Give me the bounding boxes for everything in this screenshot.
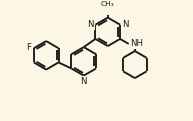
Text: N: N <box>87 20 94 29</box>
Text: N: N <box>122 20 128 29</box>
Text: N: N <box>80 77 87 86</box>
Text: NH: NH <box>130 39 143 48</box>
Text: CH₃: CH₃ <box>101 1 115 7</box>
Text: F: F <box>26 43 31 52</box>
